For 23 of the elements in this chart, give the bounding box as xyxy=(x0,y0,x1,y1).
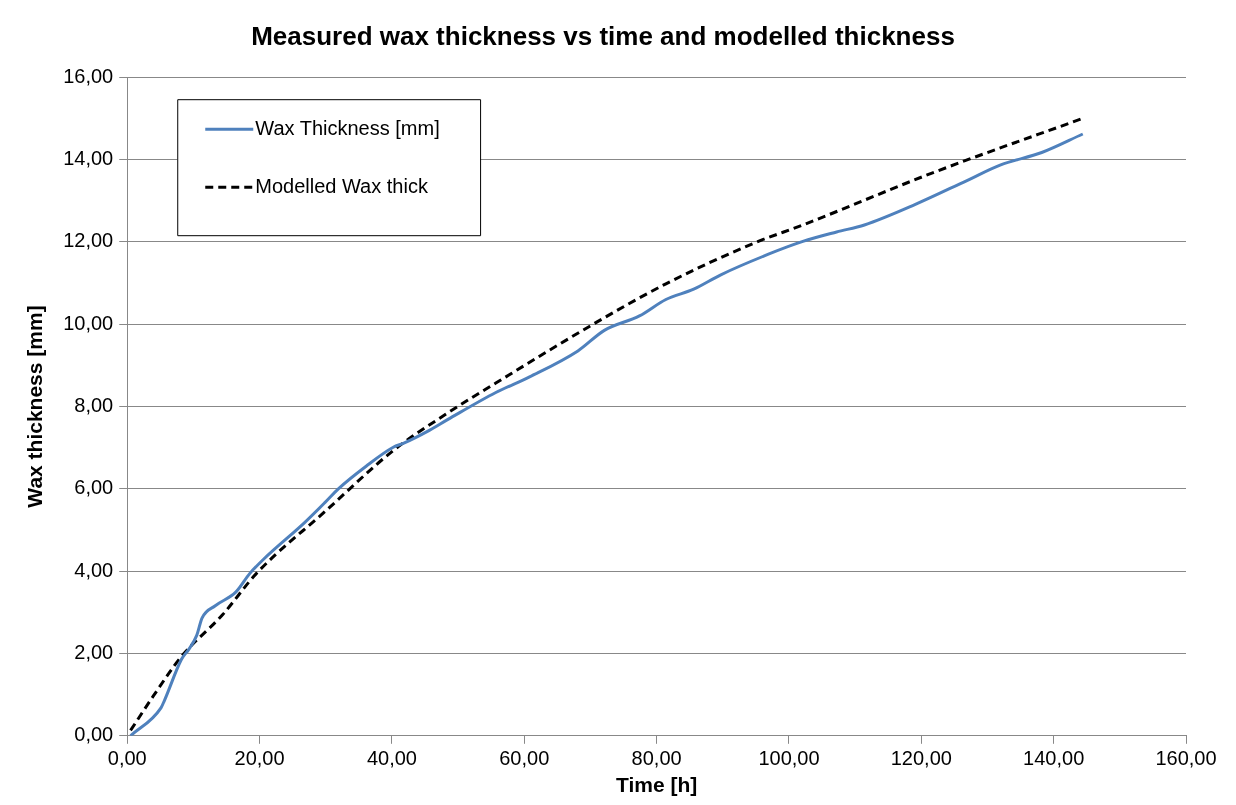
x-tick-label: 60,00 xyxy=(499,747,550,770)
y-tick-label: 0,00 xyxy=(74,723,114,746)
y-tick-label: 6,00 xyxy=(74,476,114,499)
legend-label: Modelled Wax thick xyxy=(255,174,429,197)
x-tick-label: 40,00 xyxy=(366,747,417,770)
x-tick-label: 0,00 xyxy=(107,747,147,770)
legend-label: Wax Thickness [mm] xyxy=(255,116,440,139)
x-tick-label: 120,00 xyxy=(890,747,952,770)
x-tick-label: 80,00 xyxy=(631,747,682,770)
y-tick-label: 4,00 xyxy=(74,558,114,581)
x-tick-label: 100,00 xyxy=(758,747,820,770)
x-tick-label: 160,00 xyxy=(1155,747,1217,770)
y-tick-label: 10,00 xyxy=(63,311,114,334)
y-tick-label: 8,00 xyxy=(74,394,114,417)
x-axis-title: Time [h] xyxy=(615,773,698,797)
y-tick-label: 12,00 xyxy=(63,229,114,252)
y-axis-title: Wax thickness [mm] xyxy=(23,305,47,508)
y-tick-label: 16,00 xyxy=(63,64,114,87)
x-tick-label: 140,00 xyxy=(1023,747,1085,770)
y-tick-label: 2,00 xyxy=(74,640,114,663)
x-tick-label: 20,00 xyxy=(234,747,285,770)
chart-title: Measured wax thickness vs time and modelled thickness xyxy=(251,20,955,51)
y-tick-label: 14,00 xyxy=(63,147,114,170)
